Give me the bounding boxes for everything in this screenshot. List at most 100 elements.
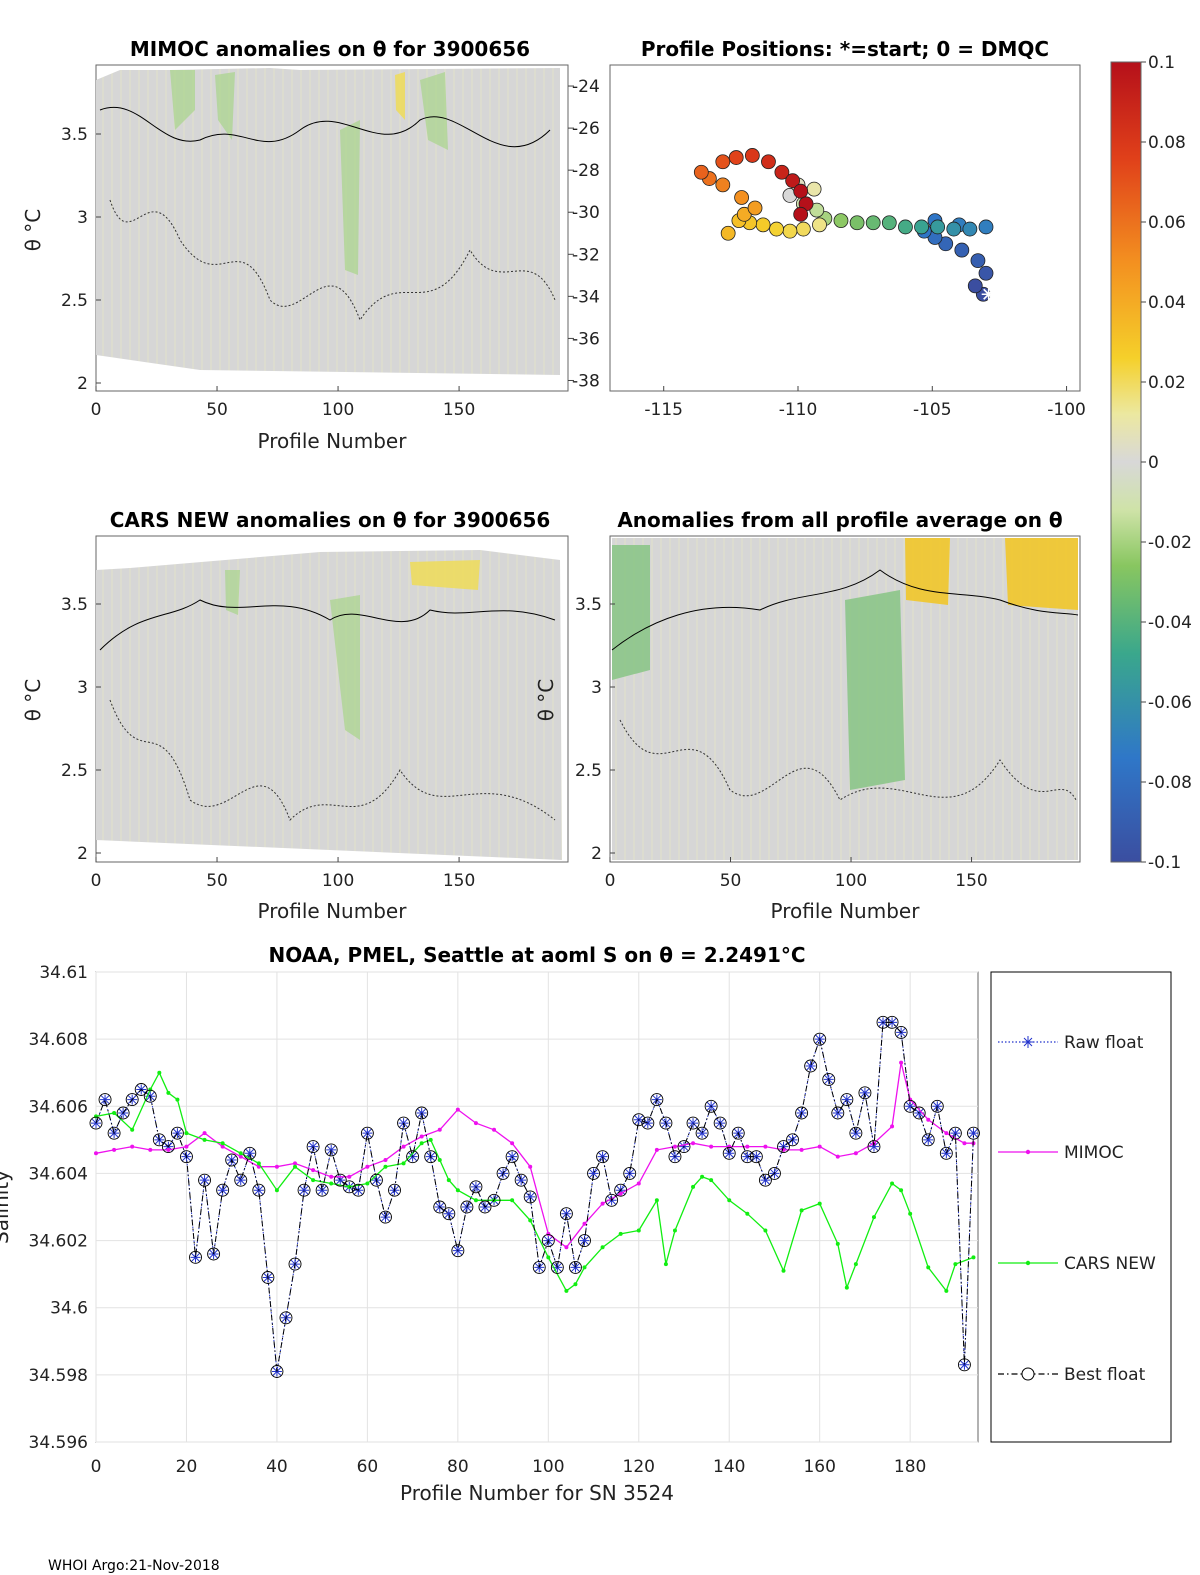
- position-point: [898, 219, 913, 235]
- best-float-point: [858, 1086, 872, 1100]
- best-float-point: [369, 1173, 383, 1187]
- position-point: [881, 215, 897, 231]
- raw-float-point: [832, 1108, 843, 1118]
- mimoc-point: [835, 1154, 840, 1159]
- cars-new-point: [311, 1178, 316, 1183]
- mimoc-point: [455, 1107, 460, 1112]
- colorbar-tick-label: 0: [1148, 453, 1159, 473]
- best-float-point: [125, 1093, 139, 1107]
- best-float-point: [442, 1207, 456, 1221]
- position-point: [806, 181, 822, 197]
- position-point: [782, 223, 798, 239]
- position-point: [795, 221, 811, 237]
- best-float-point: [143, 1089, 157, 1103]
- cars-new-point: [763, 1228, 768, 1233]
- salinity-ylabel: Salinity: [0, 1170, 13, 1244]
- best-float-point: [894, 1025, 908, 1039]
- best-float-point: [912, 1106, 926, 1120]
- mimoc-point: [799, 1147, 804, 1152]
- allavg-field: [612, 538, 1078, 860]
- legend-label: CARS NEW: [1064, 1254, 1156, 1274]
- best-float-point: [903, 1099, 917, 1113]
- position-point: [693, 164, 709, 180]
- position-point: [970, 253, 986, 269]
- x-tick-label: -105: [913, 400, 952, 420]
- cars-new-point: [844, 1285, 849, 1290]
- best-float-point: [234, 1173, 248, 1187]
- raw-float-point: [905, 1101, 916, 1112]
- best-float-point: [279, 1311, 293, 1325]
- cars-new-point: [510, 1198, 515, 1203]
- position-point: [914, 219, 929, 235]
- best-float-point: [198, 1173, 212, 1187]
- raw-float-point: [362, 1128, 373, 1139]
- best-float-point: [804, 1059, 818, 1073]
- best-float-point: [876, 1015, 890, 1029]
- position-point: [761, 154, 776, 170]
- allavg-title: Anomalies from all profile average on θ: [617, 508, 1062, 532]
- y-tick-label: 34.596: [29, 1433, 88, 1453]
- cars-new-point: [329, 1181, 334, 1186]
- mimoc-contour-solid: [99, 107, 551, 148]
- position-point: [793, 183, 809, 199]
- y-tick-label: 3: [77, 678, 88, 698]
- best-float-point: [541, 1234, 555, 1248]
- allavg-contour-dotted: [619, 719, 1077, 801]
- cars-new-point: [663, 1262, 668, 1267]
- salinity-xlabel: Profile Number for SN 3524: [400, 1481, 674, 1505]
- best-float-point: [532, 1260, 546, 1274]
- cars-new-point: [971, 1255, 976, 1260]
- cars-new-point: [130, 1127, 135, 1132]
- cars-new-point: [546, 1255, 551, 1260]
- mimoc-point: [672, 1144, 677, 1149]
- mimoc-point: [238, 1154, 243, 1159]
- cars-new-point: [700, 1174, 705, 1179]
- salinity-legend: Raw float MIMOC CARS NEW Best float: [990, 971, 1172, 1443]
- position-point: [978, 219, 994, 235]
- raw-float-point: [959, 1359, 970, 1370]
- legend-marker: [1025, 1260, 1031, 1266]
- best-float-point: [758, 1173, 772, 1187]
- best-float-point: [306, 1140, 320, 1154]
- mimoc-point: [582, 1221, 587, 1226]
- x-tick-label: 60: [357, 1457, 379, 1477]
- position-point: [715, 154, 731, 170]
- best-float-point: [605, 1193, 619, 1207]
- raw-float-point: [941, 1148, 952, 1159]
- best-float-point: [333, 1173, 347, 1187]
- best-float-point: [731, 1126, 745, 1140]
- colorbar-tick-label: -0.08: [1148, 773, 1192, 793]
- colorbar-tick-label: -0.1: [1148, 853, 1181, 873]
- mimoc-title: MIMOC anomalies on θ for 3900656: [130, 37, 530, 61]
- y-tick-label: -24: [572, 77, 600, 97]
- raw-float-point: [742, 1151, 753, 1162]
- cars-new-point: [202, 1137, 207, 1142]
- position-point: [785, 173, 801, 189]
- mimoc-point: [365, 1164, 370, 1169]
- cars-contour-solid: [99, 599, 556, 651]
- best-float-point: [867, 1140, 881, 1154]
- x-tick-label: 150: [443, 871, 475, 891]
- salinity-panel: NOAA, PMEL, Seattle at aoml S on θ = 2.2…: [0, 943, 980, 1505]
- best-float-point: [379, 1210, 392, 1224]
- mimoc-point: [745, 1144, 750, 1149]
- x-tick-label: 0: [91, 400, 102, 420]
- colorbar-tick-label: -0.06: [1148, 693, 1192, 713]
- positions-title: Profile Positions: *=start; 0 = DMQC: [641, 37, 1049, 61]
- mimoc-point: [763, 1144, 768, 1149]
- colorbar-tick-label: 0.02: [1148, 373, 1186, 393]
- y-tick-label: 3.5: [61, 125, 88, 145]
- legend-label: Best float: [1064, 1365, 1146, 1385]
- best-float-point: [587, 1166, 600, 1180]
- mimoc-point: [528, 1164, 533, 1169]
- raw-float-point: [299, 1185, 310, 1196]
- best-float-point: [641, 1116, 655, 1130]
- y-tick-label: 2.5: [61, 291, 88, 311]
- mimoc-point: [654, 1147, 659, 1152]
- cars-new-point: [347, 1184, 352, 1189]
- raw-float-point: [688, 1118, 699, 1129]
- best-float-point: [713, 1116, 727, 1130]
- x-tick-label: 100: [835, 871, 867, 891]
- position-point: [744, 148, 760, 163]
